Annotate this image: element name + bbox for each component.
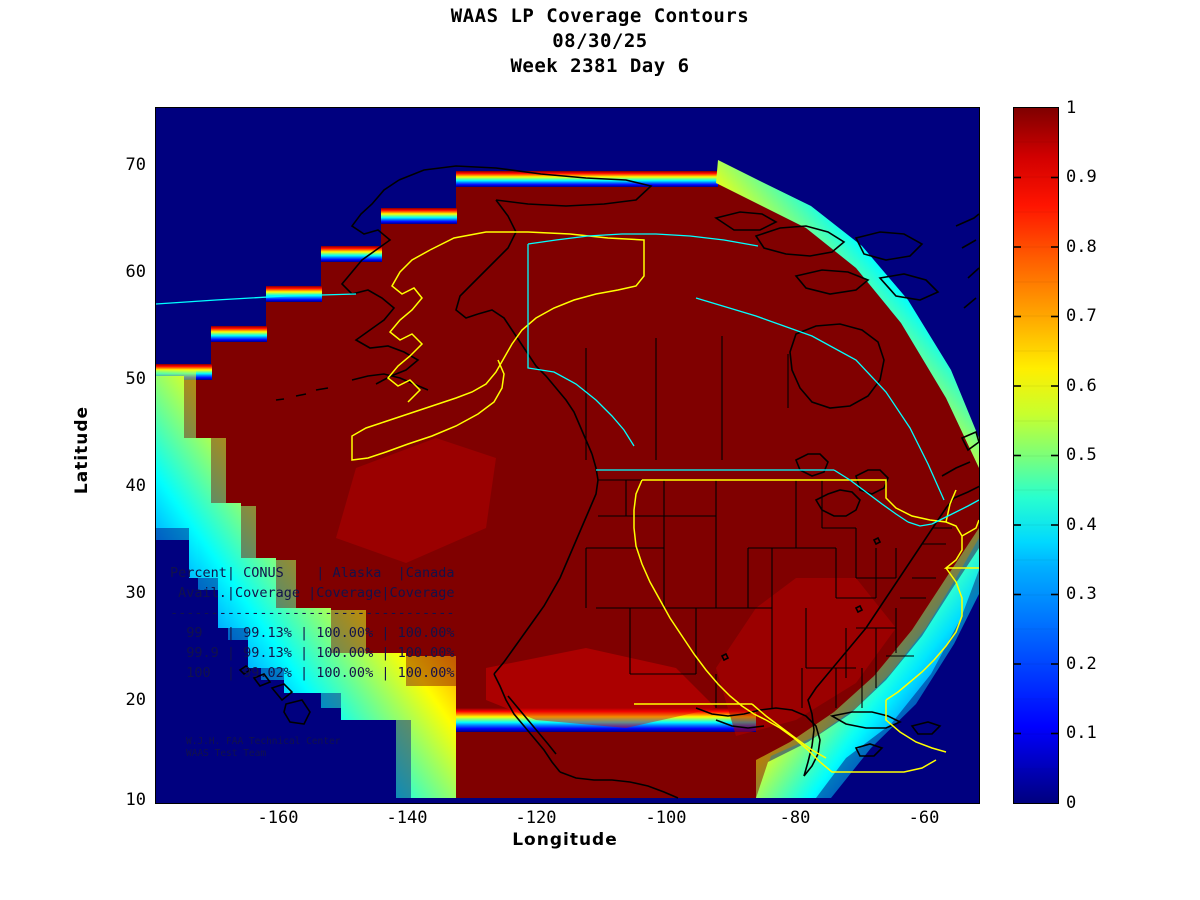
stats-row-99: 99 | 99.13% | 100.00% | 100.00% <box>170 625 455 641</box>
cbtick-08: 0.8 <box>1066 237 1097 257</box>
cbtick-1: 1 <box>1066 98 1077 118</box>
national-border-layer <box>156 233 979 527</box>
cbtick-0: 0 <box>1066 793 1077 813</box>
xtick-160: -160 <box>257 808 299 828</box>
ytick-70: 70 <box>125 155 146 175</box>
credit-text: W.J.H. FAA Technical Center WAAS Test Te… <box>186 736 340 760</box>
cbtick-01: 0.1 <box>1066 723 1097 743</box>
cbtick-02: 0.2 <box>1066 654 1097 674</box>
coverage-stats-table: Percent| CONUS | Alaska |Canada Avail.|C… <box>170 563 454 683</box>
coverage-contour-canvas <box>156 108 979 803</box>
ytick-60: 60 <box>125 262 146 282</box>
xtick-60: -60 <box>908 808 940 828</box>
title-line-3: Week 2381 Day 6 <box>510 55 690 77</box>
ytick-50: 50 <box>125 369 146 389</box>
cbtick-07: 0.7 <box>1066 306 1097 326</box>
colorbar[interactable] <box>1013 107 1059 804</box>
stats-header-2: Avail.|Coverage |Coverage|Coverage <box>170 585 455 601</box>
cbtick-03: 0.3 <box>1066 584 1097 604</box>
coverage-edge-southwest <box>156 370 456 798</box>
ytick-10: 10 <box>125 790 146 810</box>
coverage-edge-northeast <box>716 160 979 468</box>
title-line-2: 08/30/25 <box>552 30 648 52</box>
x-axis-label: Longitude <box>512 830 618 850</box>
coverage-interior-bands-2 <box>486 648 716 728</box>
xtick-120: -120 <box>515 808 557 828</box>
credit-line-2: WAAS Test Team <box>186 748 267 759</box>
coverage-edge-southeast <box>756 468 979 798</box>
ytick-30: 30 <box>125 583 146 603</box>
stats-header-1: Percent| CONUS | Alaska |Canada <box>170 565 455 581</box>
ytick-40: 40 <box>125 476 146 496</box>
stats-row-999: 99.9 | 99.13% | 100.00% | 100.00% <box>170 645 455 661</box>
xtick-100: -100 <box>645 808 687 828</box>
credit-line-1: W.J.H. FAA Technical Center <box>186 736 341 747</box>
stats-row-100: 100 | 99.02% | 100.00% | 100.00% <box>170 665 455 681</box>
cbtick-05: 0.5 <box>1066 445 1097 465</box>
stats-divider: ----------------------------------- <box>170 605 455 621</box>
ytick-20: 20 <box>125 690 146 710</box>
y-axis-label: Latitude <box>72 405 92 495</box>
xtick-140: -140 <box>386 808 428 828</box>
figure-title: WAAS LP Coverage Contours 08/30/25 Week … <box>0 4 1200 79</box>
xtick-80: -80 <box>779 808 811 828</box>
coverage-map-plot[interactable]: Percent| CONUS | Alaska |Canada Avail.|C… <box>155 107 980 804</box>
conus-boundary-layer <box>351 231 979 773</box>
cbtick-09: 0.9 <box>1066 167 1097 187</box>
cbtick-04: 0.4 <box>1066 515 1097 535</box>
title-line-1: WAAS LP Coverage Contours <box>450 5 750 27</box>
cbtick-06: 0.6 <box>1066 376 1097 396</box>
